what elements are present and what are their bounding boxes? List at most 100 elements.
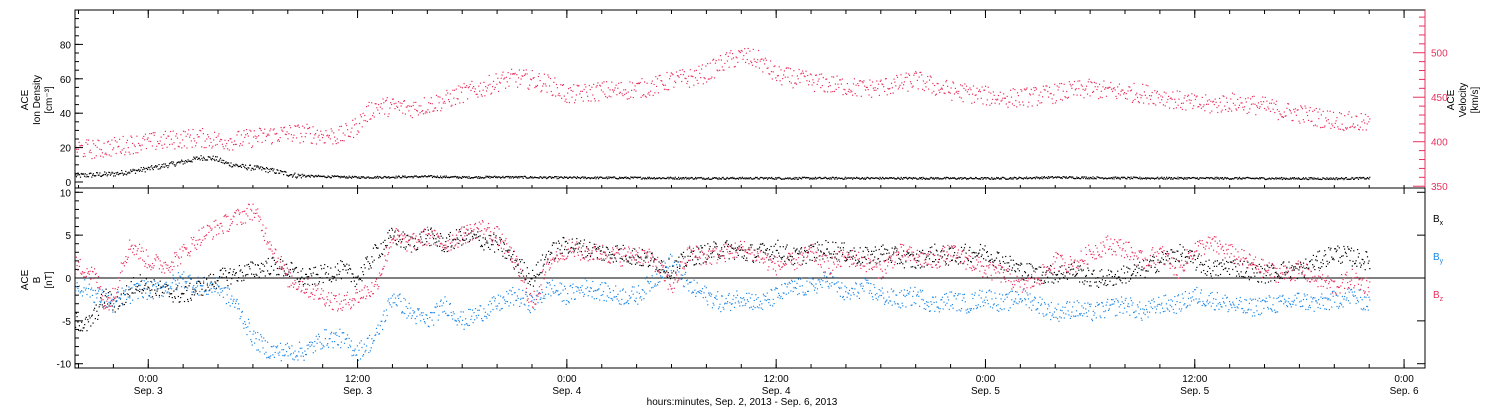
bx-point: [477, 231, 479, 233]
bx-point: [1086, 281, 1088, 283]
bx-point: [1120, 280, 1122, 282]
density-point: [388, 176, 390, 178]
density-point: [398, 175, 400, 177]
bx-point: [916, 253, 918, 255]
bx-point: [400, 246, 402, 248]
bx-point: [616, 245, 618, 247]
density-point: [868, 177, 870, 179]
density-point: [535, 177, 537, 179]
density-point: [156, 165, 158, 167]
bx-point: [732, 247, 734, 249]
bx-point: [1354, 262, 1356, 264]
velocity-point: [939, 91, 941, 93]
velocity-point: [988, 91, 990, 93]
velocity-point: [863, 80, 865, 82]
velocity-point: [78, 141, 80, 143]
density-point: [1190, 177, 1192, 179]
velocity-point: [142, 137, 144, 139]
velocity-point: [950, 87, 952, 89]
velocity-point: [623, 89, 625, 91]
bx-point: [727, 243, 729, 245]
velocity-point: [102, 156, 104, 158]
density-point: [610, 176, 612, 178]
velocity-point: [848, 88, 850, 90]
density-point: [845, 178, 847, 180]
velocity-point: [1269, 102, 1271, 104]
velocity-point: [589, 89, 591, 91]
density-point: [329, 176, 331, 178]
density-point: [645, 178, 647, 180]
velocity-point: [174, 148, 176, 150]
bx-point: [1285, 271, 1287, 273]
density-point: [1098, 177, 1101, 179]
velocity-point: [366, 120, 368, 123]
density-point: [702, 178, 704, 180]
bx-point: [774, 256, 776, 258]
velocity-point: [1299, 122, 1301, 124]
density-point: [779, 177, 781, 179]
by-point: [110, 294, 112, 296]
density-point: [1113, 178, 1115, 180]
velocity-point: [1202, 106, 1204, 108]
velocity-point: [947, 85, 949, 87]
density-point: [695, 178, 697, 180]
density-point: [559, 176, 561, 178]
density-point: [402, 175, 404, 177]
density-point: [879, 176, 881, 178]
bx-point: [404, 248, 406, 250]
velocity-point: [851, 91, 853, 93]
density-point: [399, 177, 401, 179]
velocity-point: [354, 118, 356, 120]
velocity-point: [1223, 95, 1225, 98]
bx-point: [167, 284, 169, 286]
density-point: [729, 177, 731, 180]
density-point: [1197, 178, 1199, 180]
density-point: [997, 177, 999, 179]
bx-point: [129, 288, 131, 290]
velocity-point: [770, 71, 773, 73]
velocity-point: [201, 128, 204, 130]
velocity-point: [88, 151, 90, 153]
velocity-point: [1213, 103, 1215, 106]
bx-point: [106, 296, 108, 298]
velocity-point: [964, 83, 966, 85]
density-point: [342, 176, 344, 178]
bx-point: [286, 274, 288, 276]
bx-point: [763, 244, 765, 246]
density-point: [195, 156, 197, 158]
velocity-point: [1157, 97, 1159, 99]
bx-point: [1334, 248, 1336, 250]
bx-point: [960, 246, 963, 248]
bx-point: [431, 231, 433, 233]
velocity-point: [1242, 106, 1244, 108]
density-point: [1237, 178, 1239, 180]
bx-point: [321, 268, 323, 270]
bx-point: [794, 250, 796, 252]
bx-point: [694, 264, 696, 266]
velocity-point: [1219, 101, 1221, 103]
bx-point: [1213, 265, 1215, 267]
velocity-point: [413, 101, 415, 104]
bx-point: [781, 258, 783, 260]
velocity-point: [1301, 108, 1303, 110]
bx-point: [1095, 277, 1097, 279]
velocity-point: [1192, 107, 1194, 110]
bx-point: [940, 251, 942, 253]
bx-point: [628, 261, 630, 263]
density-point: [362, 176, 364, 178]
density-point: [225, 161, 227, 163]
velocity-point: [291, 140, 293, 142]
bx-point: [689, 247, 691, 249]
bx-point: [1167, 255, 1169, 257]
bx-point: [756, 256, 758, 258]
bx-point: [676, 266, 678, 268]
density-point: [852, 177, 854, 179]
velocity-point: [1181, 102, 1183, 104]
density-point: [1089, 178, 1091, 180]
density-point: [1302, 177, 1304, 179]
velocity-point: [262, 132, 264, 134]
velocity-point: [1088, 78, 1090, 80]
density-point: [903, 177, 905, 179]
velocity-point: [780, 69, 782, 71]
bx-point: [1227, 261, 1229, 264]
